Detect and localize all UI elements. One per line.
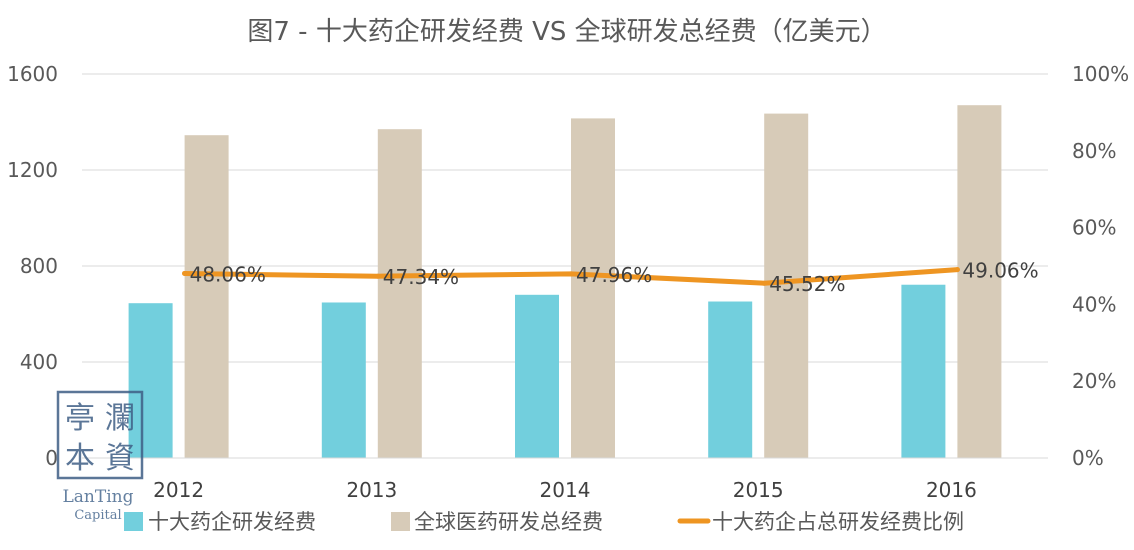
seal-char-1: 亭 bbox=[65, 401, 95, 436]
legend-label-ratio: 十大药企占总研发经费比例 bbox=[712, 510, 964, 534]
ratio-data-label: 48.06% bbox=[190, 262, 266, 286]
right-axis-ticks: 0% 20% 40% 60% 80% 100% bbox=[1072, 62, 1129, 470]
left-tick-label: 800 bbox=[20, 254, 58, 278]
seal-line-1: LanTing bbox=[63, 487, 134, 507]
x-axis-labels: 2012 2013 2014 2015 2016 bbox=[153, 478, 977, 502]
right-tick-label: 100% bbox=[1072, 62, 1129, 86]
bar-top10-rd bbox=[321, 302, 366, 458]
lanting-capital-seal: 亭 瀾 本 資 LanTing Capital bbox=[56, 390, 144, 523]
seal-char-4: 資 bbox=[105, 441, 135, 476]
ratio-point bbox=[954, 267, 960, 273]
x-tick-label: 2015 bbox=[733, 478, 784, 502]
bar-top10-rd bbox=[515, 294, 559, 458]
x-tick-label: 2013 bbox=[346, 478, 397, 502]
right-tick-label: 60% bbox=[1072, 216, 1116, 240]
legend: 十大药企研发经费 全球医药研发总经费 十大药企占总研发经费比例 bbox=[124, 510, 964, 534]
ratio-data-label: 47.34% bbox=[383, 265, 459, 289]
ratio-point bbox=[761, 280, 767, 286]
bar-series bbox=[128, 105, 1002, 459]
bar-top10-rd bbox=[901, 284, 946, 458]
seal-line-2: Capital bbox=[74, 508, 121, 523]
ratio-point bbox=[375, 273, 381, 279]
x-tick-label: 2016 bbox=[926, 478, 977, 502]
bar-top10-rd bbox=[128, 303, 173, 458]
bar-global-rd bbox=[957, 105, 1002, 458]
left-tick-label: 400 bbox=[20, 350, 58, 374]
legend-swatch-global-rd bbox=[391, 512, 410, 531]
seal-char-2: 瀾 bbox=[105, 401, 135, 436]
x-tick-label: 2014 bbox=[540, 478, 591, 502]
x-tick-label: 2012 bbox=[153, 478, 204, 502]
ratio-data-label: 49.06% bbox=[962, 259, 1038, 283]
seal-char-3: 本 bbox=[65, 441, 95, 476]
legend-swatch-top10-rd bbox=[124, 512, 143, 531]
ratio-data-label: 47.96% bbox=[576, 263, 652, 287]
ratio-line-series bbox=[182, 267, 960, 286]
legend-label-global-rd: 全球医药研发总经费 bbox=[414, 510, 603, 534]
ratio-data-label: 45.52% bbox=[769, 272, 845, 296]
bar-global-rd bbox=[764, 113, 809, 458]
bar-top10-rd bbox=[708, 301, 753, 458]
seal-border bbox=[56, 390, 144, 480]
bar-global-rd bbox=[184, 135, 229, 458]
bar-global-rd bbox=[571, 118, 615, 459]
left-tick-label: 0 bbox=[45, 446, 58, 470]
ratio-point bbox=[182, 270, 188, 276]
legend-label-top10-rd: 十大药企研发经费 bbox=[148, 510, 316, 534]
right-tick-label: 40% bbox=[1072, 292, 1116, 316]
ratio-data-labels: 48.06% 47.34% 47.96% 45.52% 49.06% bbox=[190, 259, 1039, 297]
left-tick-label: 1200 bbox=[7, 158, 58, 182]
bar-global-rd bbox=[377, 129, 422, 458]
right-tick-label: 80% bbox=[1072, 139, 1116, 163]
left-tick-label: 1600 bbox=[7, 62, 58, 86]
chart-title: 图7 - 十大药企研发经费 VS 全球研发总经费（亿美元） bbox=[247, 17, 886, 47]
right-tick-label: 0% bbox=[1072, 446, 1104, 470]
ratio-point bbox=[568, 271, 574, 277]
gridlines bbox=[82, 73, 1048, 363]
left-axis-ticks: 0 400 800 1200 1600 bbox=[7, 62, 58, 470]
right-tick-label: 20% bbox=[1072, 369, 1116, 393]
